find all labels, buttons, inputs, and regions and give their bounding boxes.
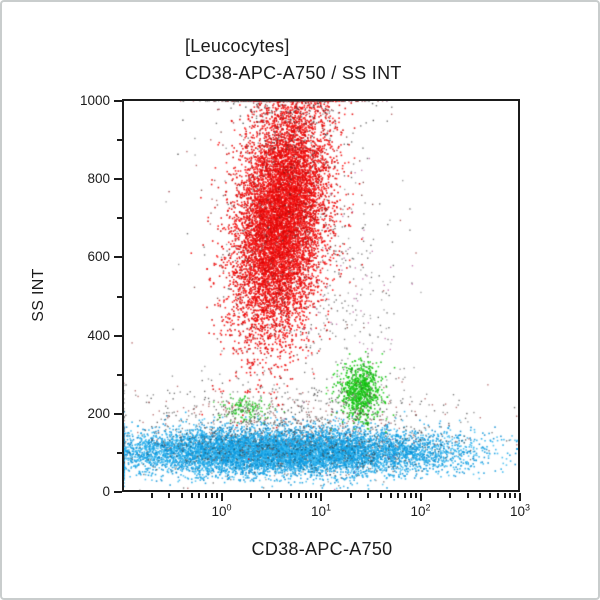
x-minor-tick [514, 493, 517, 498]
y-tick-label: 0 [102, 484, 110, 499]
y-tick-label: 800 [87, 171, 110, 187]
x-minor-tick [479, 493, 482, 498]
y-major-tick [114, 100, 122, 102]
x-minor-tick [397, 493, 400, 498]
x-minor-tick [315, 493, 318, 498]
y-major-tick [114, 412, 122, 415]
y-minor-tick [117, 139, 122, 142]
x-minor-tick [367, 493, 370, 498]
x-major-tick [419, 493, 422, 501]
x-minor-tick [250, 493, 253, 498]
x-minor-tick [310, 493, 313, 498]
x-minor-tick [210, 493, 213, 498]
x-minor-tick [267, 493, 270, 498]
x-tick-label: 101 [310, 502, 332, 519]
x-minor-tick [509, 493, 512, 498]
x-minor-tick [496, 493, 499, 498]
y-minor-tick [117, 451, 122, 454]
y-axis-label: SS INT [30, 268, 47, 322]
x-minor-tick [180, 493, 183, 498]
y-tick-label: 600 [87, 249, 110, 265]
y-minor-tick [117, 373, 122, 376]
x-minor-tick [466, 493, 469, 498]
x-minor-tick [503, 493, 506, 498]
x-axis-label: CD38-APC-A750 [251, 539, 393, 559]
x-minor-tick [409, 493, 412, 498]
x-major-tick [220, 493, 223, 501]
x-minor-tick [414, 493, 417, 498]
y-tick-label: 1000 [79, 93, 110, 108]
x-tick-label: 100 [211, 502, 232, 519]
scatter-canvas [124, 101, 518, 490]
parameters-title: CD38-APC-A750 / SS INT [185, 63, 402, 83]
x-major-tick [519, 493, 521, 501]
x-minor-tick [290, 493, 293, 498]
y-major-tick [114, 256, 122, 259]
x-minor-tick [389, 493, 392, 498]
plot-area [122, 99, 520, 492]
y-tick-label: 200 [87, 405, 110, 421]
x-tick-label: 103 [509, 502, 531, 519]
x-minor-tick [489, 493, 492, 498]
y-major-tick [114, 491, 122, 493]
x-major-tick [320, 493, 322, 501]
y-major-tick [114, 178, 122, 181]
x-minor-tick [215, 493, 218, 498]
x-minor-tick [150, 493, 153, 498]
gate-title: [Leucocytes] [185, 36, 290, 56]
x-minor-tick [190, 493, 193, 498]
y-minor-tick [117, 295, 122, 298]
x-minor-tick [379, 493, 382, 498]
x-minor-tick [297, 493, 300, 498]
y-major-tick [114, 334, 122, 337]
x-minor-tick [168, 493, 171, 498]
x-minor-tick [280, 493, 283, 498]
x-minor-tick [304, 493, 307, 498]
x-minor-tick [404, 493, 407, 498]
y-tick-label: 400 [87, 327, 110, 343]
x-minor-tick [205, 493, 208, 498]
x-tick-label: 102 [410, 502, 431, 519]
x-minor-tick [349, 493, 352, 498]
plot-header: [Leucocytes] CD38-APC-A750 / SS INT [185, 33, 402, 87]
x-minor-tick [449, 493, 452, 498]
y-minor-tick [117, 217, 122, 220]
x-minor-tick [198, 493, 201, 498]
